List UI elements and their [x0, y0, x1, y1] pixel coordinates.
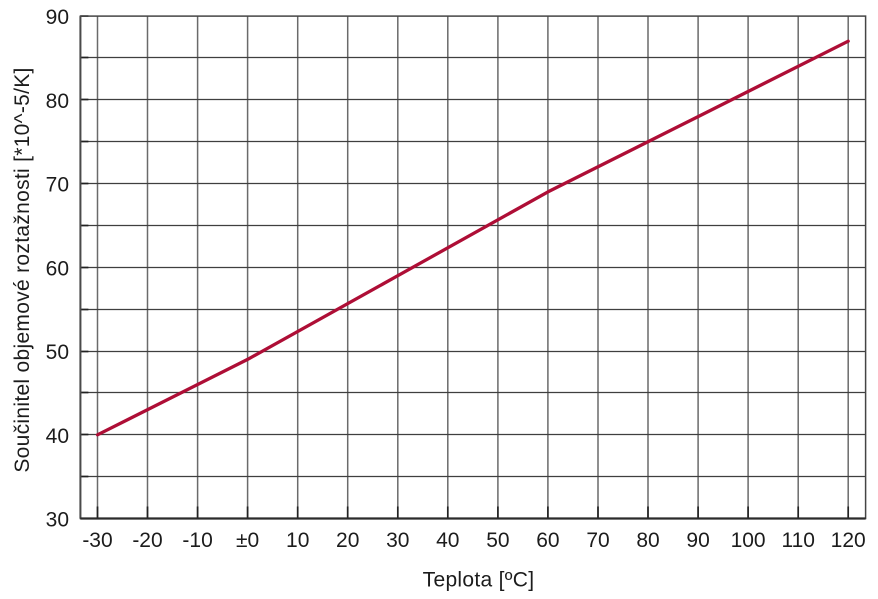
svg-text:70: 70 — [586, 529, 609, 552]
svg-text:-20: -20 — [132, 529, 162, 552]
svg-text:30: 30 — [46, 509, 69, 532]
svg-text:60: 60 — [536, 529, 559, 552]
svg-text:10: 10 — [286, 529, 309, 552]
svg-text:40: 40 — [436, 529, 459, 552]
svg-text:50: 50 — [46, 341, 69, 364]
svg-text:20: 20 — [336, 529, 359, 552]
svg-text:90: 90 — [46, 6, 69, 29]
svg-text:-30: -30 — [82, 529, 112, 552]
svg-text:±0: ±0 — [236, 529, 259, 552]
svg-text:40: 40 — [46, 425, 69, 448]
svg-text:120: 120 — [831, 529, 866, 552]
svg-text:60: 60 — [46, 257, 69, 280]
svg-text:100: 100 — [731, 529, 766, 552]
svg-text:110: 110 — [781, 529, 814, 552]
svg-text:Teplota [ºC]: Teplota [ºC] — [423, 569, 535, 592]
svg-text:-10: -10 — [182, 529, 212, 552]
svg-text:90: 90 — [686, 529, 709, 552]
svg-text:30: 30 — [386, 529, 409, 552]
svg-text:Součinitel objemové roztažnost: Součinitel objemové roztažnosti [*10^-5/… — [11, 67, 34, 472]
svg-text:50: 50 — [486, 529, 509, 552]
svg-text:70: 70 — [46, 174, 69, 197]
svg-text:80: 80 — [46, 90, 69, 113]
svg-text:80: 80 — [636, 529, 659, 552]
